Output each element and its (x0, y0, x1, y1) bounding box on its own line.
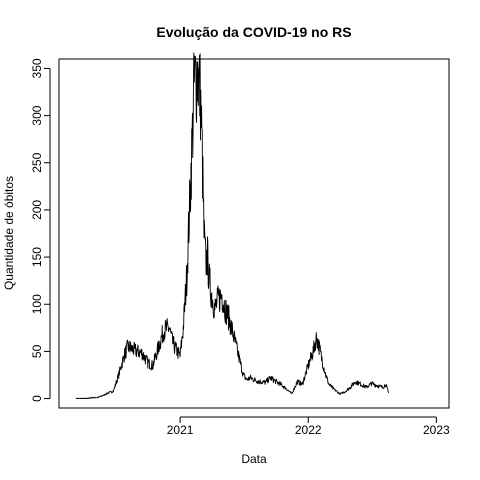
y-tick-label: 200 (30, 200, 44, 220)
x-tick-label: 2023 (423, 423, 450, 437)
y-tick-label: 0 (30, 395, 44, 402)
plot-area (58, 58, 450, 409)
y-tick-label: 50 (30, 344, 44, 358)
series-line (75, 52, 390, 400)
y-tick-label: 100 (30, 294, 44, 314)
y-tick-label: 150 (30, 247, 44, 267)
x-tick-label: 2022 (295, 423, 322, 437)
y-axis: 0 50 100 150 200 250 300 350 (30, 58, 51, 402)
x-tick-label: 2021 (167, 423, 194, 437)
x-axis-label: Data (241, 452, 267, 466)
x-axis: 2021 2022 2023 (167, 416, 450, 437)
chart-title: Evolução da COVID-19 no RS (156, 24, 351, 40)
y-tick-label: 250 (30, 152, 44, 172)
series-layer (75, 52, 390, 400)
y-axis-label: Quantidade de óbitos (2, 176, 16, 290)
y-tick-label: 350 (30, 58, 44, 78)
y-tick-label: 300 (30, 105, 44, 125)
